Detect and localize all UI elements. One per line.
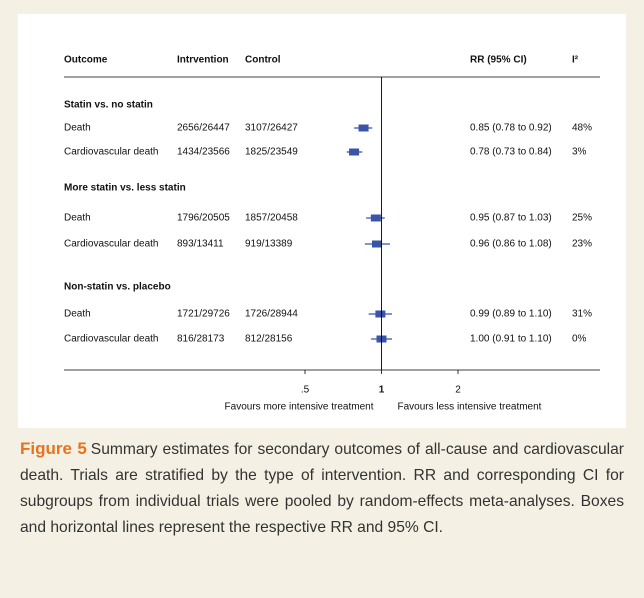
outcome-label: Cardiovascular death (64, 239, 159, 250)
column-header: Intrvention (177, 55, 229, 66)
outcome-label: Cardiovascular death (64, 334, 159, 345)
group-title: Non-statin vs. placebo (64, 282, 171, 293)
rr-box (358, 124, 369, 132)
rr-box (375, 310, 386, 318)
caption: Figure 5 Summary estimates for secondary … (20, 436, 624, 541)
caption-label: Figure 5 (20, 439, 87, 458)
outcome-label: Death (64, 309, 91, 320)
x-tick-label: 2 (455, 385, 461, 396)
rr-ci-label: 1.00 (0.91 to 1.10) (470, 334, 552, 345)
rr-ci-label: 0.78 (0.73 to 0.84) (470, 147, 552, 158)
rr-box (371, 240, 382, 248)
control-count: 812/28156 (245, 334, 293, 345)
intervention-count: 1721/29726 (177, 309, 230, 320)
i2-label: 48% (572, 123, 592, 134)
rr-box (370, 214, 381, 222)
control-count: 919/13389 (245, 239, 293, 250)
column-header: RR (95% CI) (470, 55, 527, 66)
i2-label: 23% (572, 239, 592, 250)
figure-panel: Outcome Intrvention Control RR (95% CI) I² St… (18, 14, 626, 428)
control-count: 1857/20458 (245, 213, 298, 224)
group-title: Statin vs. no statin (64, 100, 153, 111)
favours-left: Favours more intensive treatment (225, 402, 374, 413)
rr-ci-label: 0.96 (0.86 to 1.08) (470, 239, 552, 250)
rr-ci-label: 0.85 (0.78 to 0.92) (470, 123, 552, 134)
outcome-label: Death (64, 213, 91, 224)
intervention-count: 893/13411 (177, 239, 224, 250)
column-header: I² (572, 55, 579, 66)
control-count: 1825/23549 (245, 147, 298, 158)
outcome-label: Cardiovascular death (64, 147, 159, 158)
i2-label: 25% (572, 213, 592, 224)
favours-right: Favours less intensive treatment (398, 402, 542, 413)
forest-plot: Outcome Intrvention Control RR (95% CI) I² St… (64, 55, 600, 413)
control-count: 3107/26427 (245, 123, 298, 134)
group-title: More statin vs. less statin (64, 183, 186, 194)
rr-box (349, 148, 360, 156)
outcome-label: Death (64, 123, 91, 134)
i2-label: 3% (572, 147, 587, 158)
intervention-count: 1796/20505 (177, 213, 230, 224)
intervention-count: 816/28173 (177, 334, 225, 345)
x-tick-label: .5 (301, 385, 310, 396)
rr-ci-label: 0.95 (0.87 to 1.03) (470, 213, 552, 224)
caption-text: Summary estimates for secondary outcomes… (20, 441, 624, 536)
rr-ci-label: 0.99 (0.89 to 1.10) (470, 309, 552, 320)
column-header: Outcome (64, 55, 108, 66)
control-count: 1726/28944 (245, 309, 298, 320)
i2-label: 31% (572, 309, 592, 320)
intervention-count: 1434/23566 (177, 147, 230, 158)
i2-label: 0% (572, 334, 587, 345)
intervention-count: 2656/26447 (177, 123, 230, 134)
x-tick-label: 1 (379, 385, 385, 396)
column-header: Control (245, 55, 281, 66)
